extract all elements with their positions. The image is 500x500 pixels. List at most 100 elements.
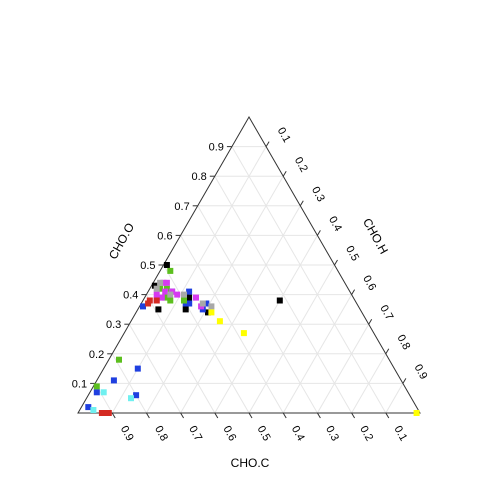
tick-right-5 bbox=[334, 259, 338, 266]
data-point-54 bbox=[216, 318, 223, 325]
grid-line-h-9 bbox=[385, 383, 404, 414]
data-point-38 bbox=[193, 294, 199, 301]
data-point-59 bbox=[100, 389, 107, 396]
tick-label-right-2: 0.2 bbox=[292, 155, 310, 174]
tick-bottom-9 bbox=[385, 412, 390, 419]
data-points bbox=[85, 262, 420, 416]
tick-label-bottom-8: 0.2 bbox=[357, 424, 375, 443]
axis-title-cho-h: CHO.H bbox=[360, 216, 391, 257]
grid-line-h-6 bbox=[282, 294, 353, 414]
tick-label-left-2: 0.2 bbox=[89, 349, 104, 361]
data-point-15 bbox=[186, 300, 193, 307]
data-point-26 bbox=[181, 297, 187, 304]
tick-bottom-4 bbox=[214, 412, 219, 419]
tick-label-bottom-2: 0.8 bbox=[152, 424, 170, 443]
tick-right-7 bbox=[368, 318, 373, 325]
data-point-12 bbox=[203, 300, 210, 307]
tick-right-8 bbox=[385, 348, 390, 355]
data-point-47 bbox=[153, 297, 160, 304]
tick-right-1 bbox=[265, 141, 270, 147]
tick-label-right-8: 0.8 bbox=[394, 333, 412, 352]
data-point-14 bbox=[140, 303, 146, 310]
tick-label-bottom-4: 0.6 bbox=[220, 424, 238, 443]
tick-label-right-7: 0.7 bbox=[377, 303, 395, 322]
data-point-4 bbox=[186, 294, 193, 301]
axis-title-cho-o: CHO.O bbox=[106, 220, 137, 261]
data-point-1 bbox=[163, 262, 170, 268]
data-point-35 bbox=[153, 291, 160, 298]
tick-right-2 bbox=[282, 170, 287, 177]
data-point-41 bbox=[157, 279, 164, 286]
data-point-2 bbox=[276, 297, 283, 304]
data-point-11 bbox=[186, 288, 193, 295]
tick-marks bbox=[90, 141, 407, 419]
tick-bottom-2 bbox=[145, 412, 150, 419]
grid-line-c-5 bbox=[163, 264, 250, 414]
tick-label-left-7: 0.7 bbox=[174, 201, 189, 213]
data-point-29 bbox=[116, 356, 122, 363]
data-point-17 bbox=[134, 365, 141, 372]
data-point-50 bbox=[98, 410, 105, 416]
data-point-46 bbox=[181, 291, 187, 298]
data-point-20 bbox=[133, 392, 140, 399]
tick-label-bottom-5: 0.5 bbox=[255, 424, 273, 443]
data-point-30 bbox=[93, 383, 100, 390]
data-point-8 bbox=[205, 309, 211, 316]
tick-label-bottom-6: 0.4 bbox=[289, 424, 307, 443]
tick-right-9 bbox=[402, 378, 407, 384]
data-point-53 bbox=[240, 330, 247, 337]
tick-bottom-3 bbox=[180, 412, 185, 419]
data-point-19 bbox=[110, 377, 117, 384]
data-point-31 bbox=[163, 279, 170, 286]
tick-label-right-4: 0.4 bbox=[326, 214, 344, 233]
tick-label-right-9: 0.9 bbox=[412, 362, 430, 381]
tick-label-left-1: 0.1 bbox=[72, 378, 87, 390]
data-point-21 bbox=[85, 404, 92, 411]
data-point-52 bbox=[105, 410, 112, 416]
grid-line-c-8 bbox=[111, 353, 147, 414]
tick-right-6 bbox=[351, 289, 356, 295]
tick-label-left-9: 0.9 bbox=[209, 142, 224, 154]
tick-label-left-8: 0.8 bbox=[192, 171, 207, 183]
tick-bottom-5 bbox=[248, 412, 253, 419]
data-point-18 bbox=[93, 389, 100, 396]
tick-label-left-3: 0.3 bbox=[106, 319, 121, 331]
data-point-44 bbox=[199, 300, 206, 307]
grid-line-c-7 bbox=[128, 323, 182, 414]
data-point-42 bbox=[167, 291, 174, 298]
tick-label-right-1: 0.1 bbox=[275, 126, 293, 145]
data-point-25 bbox=[167, 297, 174, 304]
data-point-22 bbox=[157, 285, 164, 292]
tick-right-4 bbox=[316, 230, 321, 236]
tick-bottom-8 bbox=[351, 412, 356, 419]
tick-bottom-1 bbox=[111, 412, 116, 419]
grid-line-h-1 bbox=[111, 146, 267, 414]
tick-label-right-5: 0.5 bbox=[343, 244, 361, 263]
tick-label-left-5: 0.5 bbox=[140, 260, 155, 272]
tick-label-bottom-7: 0.3 bbox=[323, 424, 341, 443]
data-point-37 bbox=[174, 291, 181, 298]
tick-label-left-4: 0.4 bbox=[123, 290, 138, 302]
tick-label-right-3: 0.3 bbox=[309, 185, 327, 204]
data-point-58 bbox=[90, 407, 97, 413]
data-point-40 bbox=[160, 279, 167, 286]
grid-line-h-5 bbox=[248, 264, 335, 414]
data-point-51 bbox=[102, 410, 109, 416]
tick-label-left-6: 0.6 bbox=[157, 230, 172, 242]
tick-bottom-6 bbox=[282, 412, 287, 419]
grid-line-h-3 bbox=[180, 205, 301, 414]
tick-label-bottom-9: 0.1 bbox=[391, 424, 409, 443]
axis-title-cho-c: CHO.C bbox=[231, 456, 270, 470]
tick-bottom-7 bbox=[316, 412, 321, 419]
data-point-7 bbox=[155, 306, 162, 313]
data-point-45 bbox=[208, 303, 215, 310]
data-point-49 bbox=[146, 297, 153, 304]
grid-line-h-7 bbox=[316, 323, 370, 414]
data-point-55 bbox=[208, 309, 215, 316]
grid-lines bbox=[94, 146, 404, 414]
tick-label-bottom-1: 0.9 bbox=[118, 424, 136, 443]
data-point-28 bbox=[167, 267, 174, 274]
grid-line-c-3 bbox=[197, 205, 318, 414]
data-point-43 bbox=[153, 285, 160, 292]
